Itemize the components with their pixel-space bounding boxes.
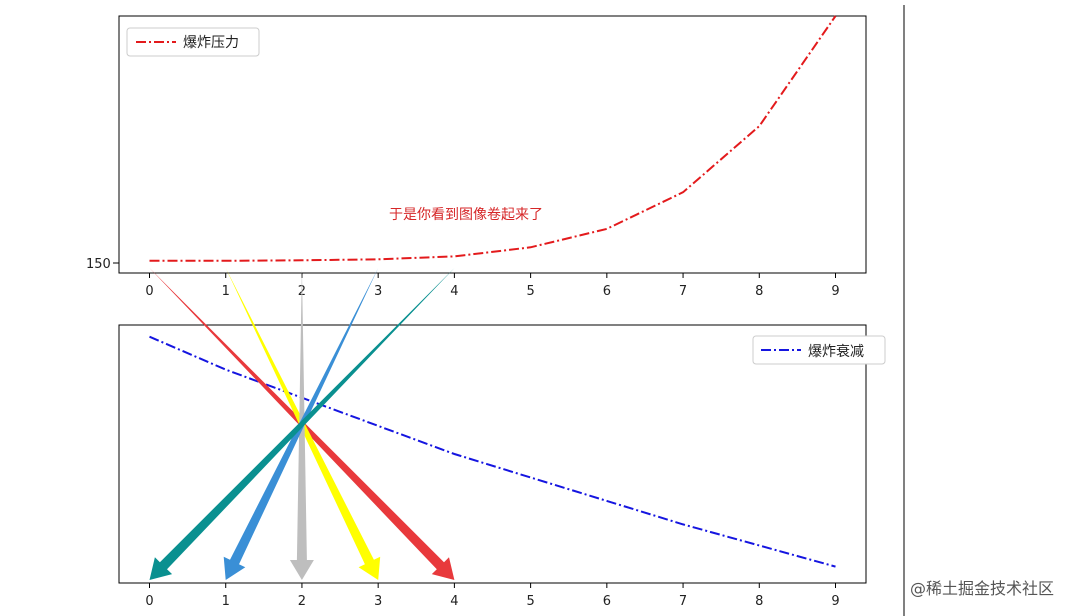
bottom-x-tick-label: 4 <box>450 594 458 609</box>
top-legend-label: 爆炸压力 <box>183 35 239 51</box>
bottom-x-tick-label: 8 <box>755 594 763 609</box>
bottom-x-tick-label: 3 <box>374 594 382 609</box>
bottom-x-tick-label: 7 <box>679 594 687 609</box>
top-x-tick-label: 0 <box>145 284 153 299</box>
top-y-tick-label: 150 <box>86 257 111 272</box>
bottom-legend: 爆炸衰减 <box>752 335 886 365</box>
top-x-tick-label: 7 <box>679 284 687 299</box>
top-x-tick-label: 5 <box>526 284 534 299</box>
bottom-legend-box <box>752 335 886 365</box>
watermark-text: @稀土掘金技术社区 <box>910 579 1054 598</box>
top-x-tick-label: 1 <box>222 284 230 299</box>
crossing-arrows <box>149 268 455 580</box>
decay-series-line <box>149 335 836 568</box>
top-legend-box <box>126 27 260 57</box>
top-x-tick-label: 8 <box>755 284 763 299</box>
crossing-arrow-4 <box>149 268 455 580</box>
top-x-tick-label: 6 <box>603 284 611 299</box>
bottom-legend-label: 爆炸衰减 <box>808 343 864 360</box>
top-legend: 爆炸压力 <box>126 27 260 57</box>
bottom-x-tick-label: 2 <box>298 594 306 609</box>
top-x-tick-label: 3 <box>374 284 382 299</box>
bottom-x-ticks: 0 1 2 3 4 5 6 7 8 9 <box>145 583 840 609</box>
top-y-ticks: 150 <box>86 257 119 272</box>
bottom-x-tick-label: 9 <box>831 594 839 609</box>
bottom-x-tick-label: 1 <box>222 594 230 609</box>
bottom-x-tick-label: 5 <box>526 594 534 609</box>
pressure-series-line <box>149 15 837 262</box>
top-axes-frame <box>118 15 867 274</box>
bottom-x-tick-label: 0 <box>145 594 153 609</box>
top-x-tick-label: 9 <box>831 284 839 299</box>
bottom-x-tick-label: 6 <box>603 594 611 609</box>
annotation-text: 于是你看到图像卷起来了 <box>389 207 543 223</box>
top-x-tick-label: 4 <box>450 284 458 299</box>
